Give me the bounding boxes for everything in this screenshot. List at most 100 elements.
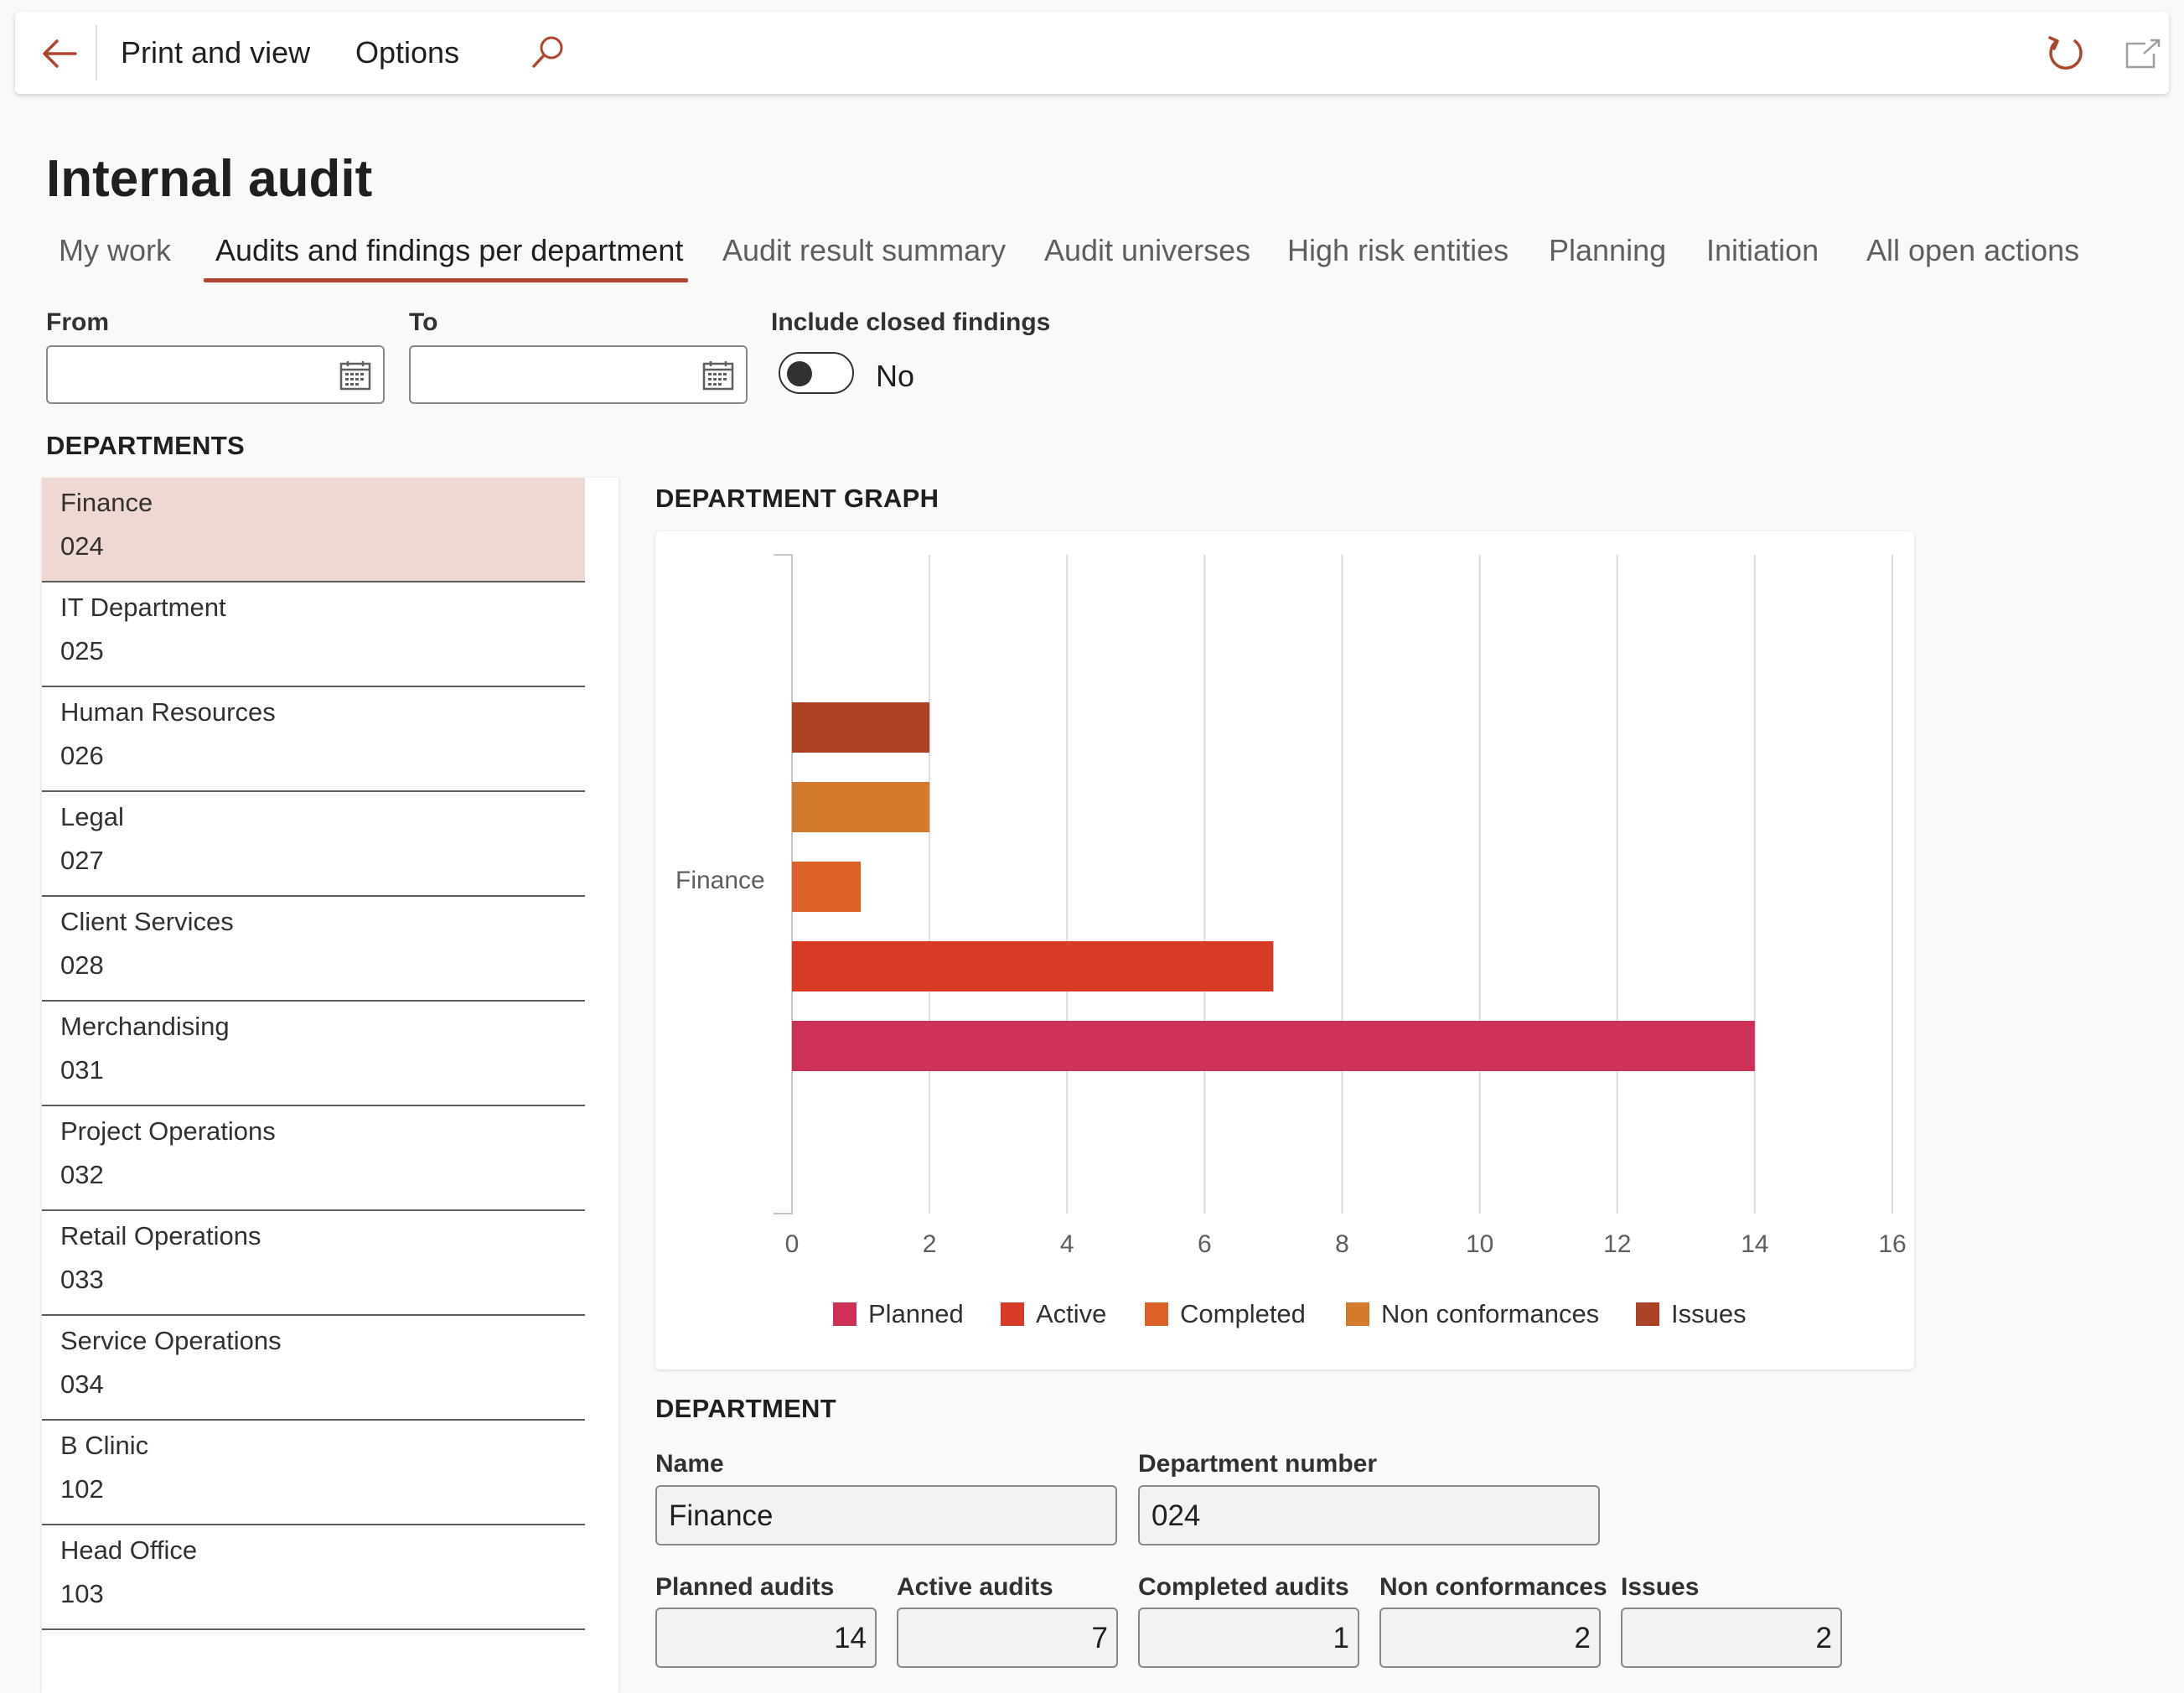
options-button[interactable]: Options <box>355 35 460 70</box>
department-list-item[interactable]: Service Operations 034 <box>42 1316 585 1421</box>
department-number: 026 <box>60 741 104 770</box>
department-heading: DEPARTMENT <box>655 1394 836 1423</box>
department-number: 024 <box>60 531 104 561</box>
department-name: Legal <box>60 802 124 831</box>
legend-item-non-conformances[interactable]: Non conformances <box>1346 1297 1599 1331</box>
issues-label: Issues <box>1621 1573 1700 1601</box>
department-name: Retail Operations <box>60 1221 261 1250</box>
completed-audits-label: Completed audits <box>1138 1573 1349 1601</box>
bar-planned <box>792 1021 1755 1071</box>
x-tick-label: 2 <box>923 1230 937 1258</box>
tab-audits-and-findings-per-department[interactable]: Audits and findings per department <box>215 233 684 267</box>
legend-swatch <box>1001 1302 1024 1326</box>
department-number: 034 <box>60 1369 104 1399</box>
tab-planning[interactable]: Planning <box>1549 233 1667 267</box>
department-name: Client Services <box>60 907 234 936</box>
planned-audits-label: Planned audits <box>655 1573 835 1601</box>
department-name: B Clinic <box>60 1431 149 1460</box>
legend-label: Active <box>1036 1299 1107 1328</box>
completed-audits-input[interactable] <box>1150 1618 1351 1659</box>
department-name: Human Resources <box>60 697 276 727</box>
department-list-item[interactable]: Retail Operations 033 <box>42 1211 585 1316</box>
calendar-icon[interactable] <box>339 360 371 391</box>
active-audits-label: Active audits <box>897 1573 1053 1601</box>
include-closed-findings-toggle[interactable] <box>779 352 854 394</box>
from-date-field <box>46 345 385 404</box>
x-tick-label: 10 <box>1466 1230 1493 1258</box>
department-list-item[interactable]: Project Operations 032 <box>42 1106 585 1211</box>
departments-heading: DEPARTMENTS <box>46 431 245 460</box>
from-label: From <box>46 308 109 336</box>
department-name: IT Department <box>60 593 226 622</box>
legend-swatch <box>1636 1302 1659 1326</box>
planned-audits-input[interactable] <box>667 1618 868 1659</box>
active-audits-input[interactable] <box>908 1618 1110 1659</box>
legend-label: Planned <box>868 1299 964 1328</box>
from-date-input[interactable] <box>60 355 331 396</box>
issues-field <box>1621 1608 1842 1668</box>
department-name: Project Operations <box>60 1116 276 1146</box>
department-number: 102 <box>60 1474 104 1504</box>
page-title: Internal audit <box>46 150 373 208</box>
legend-item-planned[interactable]: Planned <box>833 1297 964 1331</box>
active-audits-field <box>897 1608 1118 1668</box>
x-tick-label: 12 <box>1603 1230 1631 1258</box>
tab-audit-result-summary[interactable]: Audit result summary <box>722 233 1007 267</box>
department-list-item[interactable]: B Clinic 102 <box>42 1421 585 1525</box>
issues-input[interactable] <box>1633 1618 1834 1659</box>
completed-audits-field <box>1138 1608 1359 1668</box>
legend-item-completed[interactable]: Completed <box>1145 1297 1306 1331</box>
command-bar: Print and view Options <box>15 12 2169 94</box>
legend-item-active[interactable]: Active <box>1001 1297 1106 1331</box>
refresh-icon[interactable] <box>2042 30 2088 77</box>
department-number: 032 <box>60 1160 104 1189</box>
tab-audit-universes[interactable]: Audit universes <box>1044 233 1251 267</box>
department-name: Merchandising <box>60 1012 230 1041</box>
y-axis <box>774 554 793 1214</box>
open-in-new-window-icon[interactable] <box>2120 32 2164 75</box>
department-list-item[interactable]: IT Department 025 <box>42 582 585 687</box>
y-category-label: Finance <box>675 867 765 894</box>
department-number: 028 <box>60 950 104 980</box>
department-list-item[interactable]: Head Office 103 <box>42 1525 585 1630</box>
department-number-input[interactable] <box>1150 1495 1589 1537</box>
department-graph-heading: DEPARTMENT GRAPH <box>655 484 939 513</box>
x-tick-label: 6 <box>1198 1230 1212 1258</box>
name-input[interactable] <box>667 1495 1106 1537</box>
department-name: Head Office <box>60 1535 198 1565</box>
search-icon[interactable] <box>526 32 568 74</box>
tab-high-risk-entities[interactable]: High risk entities <box>1287 233 1509 267</box>
name-field <box>655 1485 1117 1545</box>
to-date-input[interactable] <box>422 355 694 396</box>
department-name: Service Operations <box>60 1326 282 1355</box>
bar-completed <box>792 862 862 912</box>
non-conformances-input[interactable] <box>1391 1618 1592 1659</box>
department-list-item[interactable]: Legal 027 <box>42 792 585 897</box>
department-list-item[interactable]: Finance 024 <box>42 478 585 582</box>
include-closed-findings-value: No <box>876 359 915 393</box>
legend-swatch <box>833 1302 857 1326</box>
bar-active <box>792 941 1274 991</box>
tab-initiation[interactable]: Initiation <box>1706 233 1819 267</box>
department-number: 033 <box>60 1265 104 1294</box>
departments-list: Finance 024 IT Department 025 Human Resource… <box>42 478 618 1693</box>
print-and-view-button[interactable]: Print and view <box>121 35 311 70</box>
department-number: 103 <box>60 1579 104 1608</box>
department-list-item[interactable]: Merchandising 031 <box>42 1002 585 1106</box>
legend-item-issues[interactable]: Issues <box>1636 1297 1747 1331</box>
legend-label: Issues <box>1671 1299 1747 1328</box>
department-name: Finance <box>60 488 153 517</box>
department-list-item[interactable]: Human Resources 026 <box>42 687 585 792</box>
planned-audits-field <box>655 1608 877 1668</box>
calendar-icon[interactable] <box>702 360 734 391</box>
department-number-label: Department number <box>1138 1450 1378 1478</box>
legend-label: Completed <box>1180 1299 1306 1328</box>
tab-all-open-actions[interactable]: All open actions <box>1866 233 2080 267</box>
active-tab-indicator <box>204 278 688 282</box>
x-tick-label: 8 <box>1335 1230 1349 1258</box>
tab-my-work[interactable]: My work <box>59 233 171 267</box>
department-list-item[interactable]: Client Services 028 <box>42 897 585 1002</box>
legend-swatch <box>1346 1302 1369 1326</box>
include-closed-findings-label: Include closed findings <box>771 308 1051 336</box>
back-arrow-icon[interactable] <box>34 27 87 80</box>
